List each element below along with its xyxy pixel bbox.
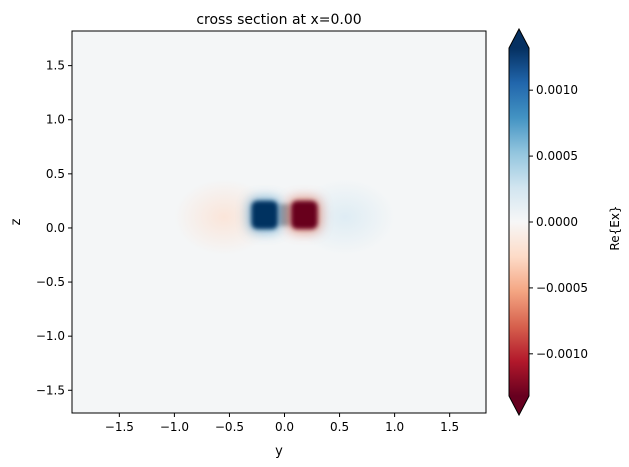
x-tick-label: 0.5 <box>330 420 349 434</box>
x-axis-label: y <box>275 444 283 459</box>
colorbar-ticks: 0.0010 0.0005 0.0000 −0.0005 −0.0010 <box>529 83 588 361</box>
y-tick-label: 0.0 <box>46 221 65 235</box>
waveguide-gap <box>279 204 291 226</box>
colorbar-tick-label: 0.0005 <box>536 149 578 163</box>
colorbar-tick-label: −0.0010 <box>536 347 588 361</box>
x-tick-label: 0.0 <box>275 420 294 434</box>
colorbar-tick-label: −0.0005 <box>536 281 588 295</box>
x-tick-label: −1.0 <box>160 420 189 434</box>
y-axis: 1.5 1.0 0.5 0.0 −0.5 −1.0 −1.5 <box>36 59 72 397</box>
field-layer <box>174 179 395 256</box>
y-tick-label: −0.5 <box>36 275 65 289</box>
y-tick-label: 0.5 <box>46 167 65 181</box>
plot-frame <box>71 30 487 414</box>
y-tick-label: −1.5 <box>36 383 65 397</box>
chart-title: cross section at x=0.00 <box>196 12 361 28</box>
field-halo-negative <box>174 179 274 256</box>
colorbar-extend-min <box>509 396 529 415</box>
colorbar-outline <box>508 27 530 417</box>
y-tick-label: 1.0 <box>46 113 65 127</box>
y-axis-label: z <box>9 218 24 225</box>
colorbar-label: Re{Ex} <box>608 205 622 250</box>
y-tick-label: −1.0 <box>36 329 65 343</box>
field-lobe-negative <box>291 200 318 230</box>
x-tick-label: −1.5 <box>105 420 134 434</box>
colorbar-extend-max <box>509 29 529 48</box>
x-tick-label: 1.5 <box>440 420 459 434</box>
x-tick-label: 1.0 <box>385 420 404 434</box>
colorbar-tick-label: 0.0000 <box>536 215 578 229</box>
field-lobe-positive <box>251 200 278 230</box>
plot-area <box>72 31 486 413</box>
y-tick-label: 1.5 <box>46 59 65 73</box>
colorbar-tick-label: 0.0010 <box>536 83 578 97</box>
x-tick-label: −0.5 <box>215 420 244 434</box>
x-axis: −1.5 −1.0 −0.5 0.0 0.5 1.0 1.5 <box>105 413 459 434</box>
colorbar-gradient <box>509 48 529 396</box>
colorbar: 0.0010 0.0005 0.0000 −0.0005 −0.0010 Re{Ex} <box>508 27 622 417</box>
field-halo-positive <box>295 179 395 256</box>
